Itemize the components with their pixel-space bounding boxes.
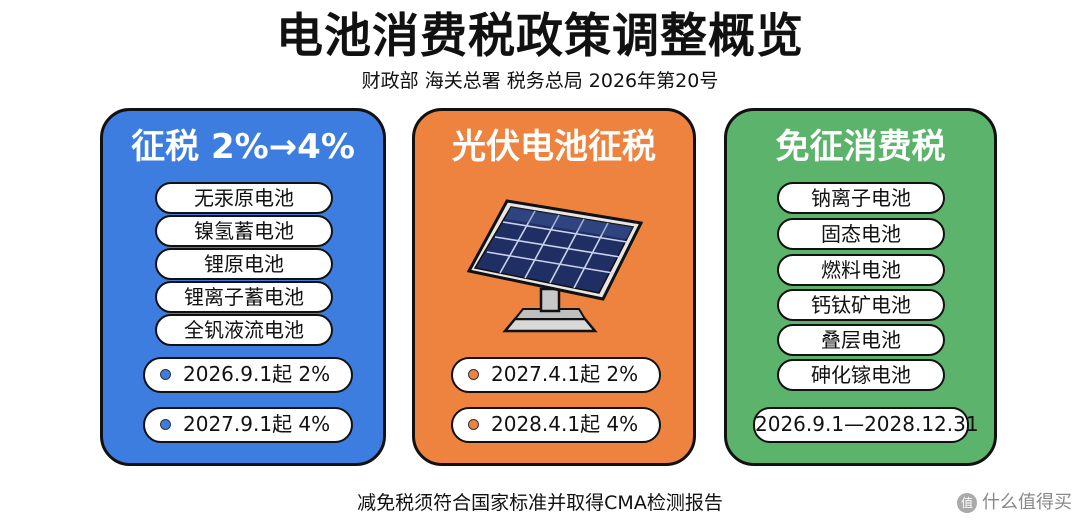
panel-tax-increase: 征税 2%→4% 无汞原电池 镍氢蓄电池 锂原电池 锂离子蓄电池 全钒液流电池 … xyxy=(100,108,386,466)
bullet-dot-icon xyxy=(468,419,479,430)
panel-tax-exempt: 免征消费税 钠离子电池 固态电池 燃料电池 钙钛矿电池 叠层电池 砷化镓电池 2… xyxy=(724,108,997,466)
date-text: 2027.9.1起 4% xyxy=(183,412,331,436)
watermark: 值 什么值得买 xyxy=(957,490,1072,516)
list-item: 钙钛矿电池 xyxy=(777,289,945,321)
date-text: 2028.4.1起 4% xyxy=(491,412,639,436)
date-badge: 2026.9.1起 2% xyxy=(143,357,353,393)
date-text: 2027.4.1起 2% xyxy=(491,362,639,386)
date-badge: 2028.4.1起 4% xyxy=(451,407,661,443)
list-item: 锂原电池 xyxy=(155,248,333,280)
panel-heading: 征税 2%→4% xyxy=(131,127,355,167)
list-item: 镍氢蓄电池 xyxy=(155,215,333,247)
date-text: 2026.9.1起 2% xyxy=(183,362,331,386)
bullet-dot-icon xyxy=(160,419,171,430)
list-item: 叠层电池 xyxy=(777,324,945,356)
page-subtitle: 财政部 海关总署 税务总局 2026年第20号 xyxy=(361,70,719,92)
exemption-period-badge: 2026.9.1—2028.12.31 xyxy=(753,407,979,443)
list-item: 锂离子蓄电池 xyxy=(155,281,333,313)
list-item: 全钒液流电池 xyxy=(155,314,333,346)
watermark-logo-icon: 值 xyxy=(957,493,977,513)
footer-note: 减免税须符合国家标准并取得CMA检测报告 xyxy=(357,492,723,514)
panel-heading: 免征消费税 xyxy=(775,127,946,167)
date-badge: 2027.4.1起 2% xyxy=(451,357,661,393)
bullet-dot-icon xyxy=(468,369,479,380)
watermark-text: 什么值得买 xyxy=(982,492,1072,513)
date-badge: 2027.9.1起 4% xyxy=(143,407,353,443)
list-item: 无汞原电池 xyxy=(155,182,333,214)
panel-solar-tax: 光伏电池征税 2027.4.1起 2% 2028.4.1起 4% xyxy=(412,108,696,466)
solar-panel-icon xyxy=(467,199,644,333)
bullet-dot-icon xyxy=(160,369,171,380)
list-item: 固态电池 xyxy=(777,218,945,250)
page-title: 电池消费税政策调整概览 xyxy=(276,9,804,64)
list-item: 砷化镓电池 xyxy=(777,359,945,391)
panel-heading: 光伏电池征税 xyxy=(452,127,656,167)
list-item: 燃料电池 xyxy=(777,254,945,286)
list-item: 钠离子电池 xyxy=(777,182,945,214)
